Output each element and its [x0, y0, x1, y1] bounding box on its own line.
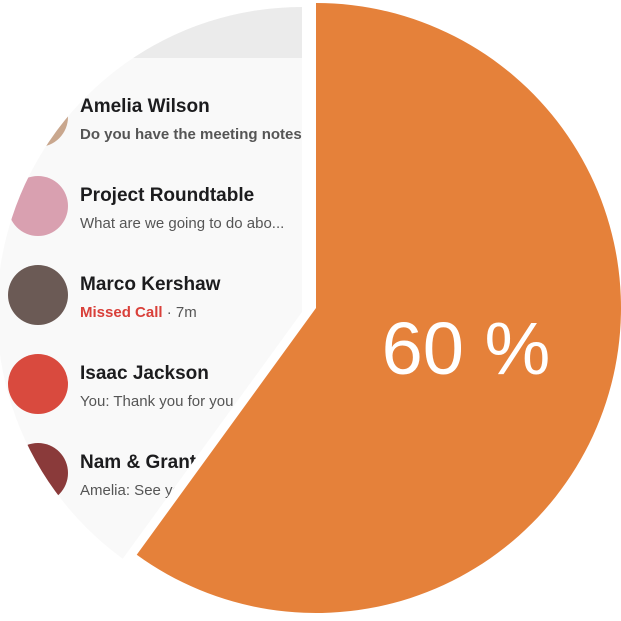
- separator: ·: [163, 304, 176, 321]
- missed-call: Missed Call: [80, 304, 163, 321]
- avatar: [8, 265, 68, 325]
- top-bar: [0, 6, 302, 58]
- contact-name: Project Roundtable: [80, 185, 254, 206]
- slice-label: 60 %: [382, 307, 551, 390]
- contact-name: Nam & Grant: [80, 452, 197, 473]
- message-preview: What are we going to do abo...: [80, 215, 284, 232]
- contact-name: Amelia Wilson: [80, 96, 210, 117]
- message-preview: Amelia: See yo: [80, 482, 181, 499]
- message-preview: You: Thank you for you: [80, 393, 233, 410]
- message-preview: Do you have the meeting notes: [80, 126, 302, 143]
- avatar: [8, 354, 68, 414]
- pie: 60 %: [136, 3, 621, 613]
- contact-name: Marco Kershaw: [80, 274, 221, 295]
- avatar: [8, 443, 68, 503]
- avatar: [8, 176, 68, 236]
- message-preview: Missed Call · 7m: [80, 304, 197, 321]
- message-time: 7m: [176, 304, 197, 321]
- pie-slice: [136, 3, 621, 613]
- avatar: [8, 87, 68, 147]
- contact-name: Isaac Jackson: [80, 363, 209, 384]
